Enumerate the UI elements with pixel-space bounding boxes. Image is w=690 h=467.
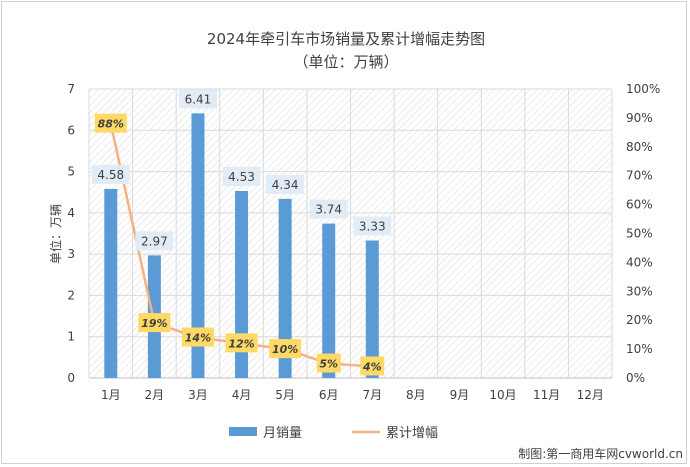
bar-label-box — [309, 199, 348, 219]
legend-label-monthly-sales: 月销量 — [263, 426, 302, 441]
x-tick-label: 1月 — [101, 388, 121, 402]
legend-label-cumulative-growth: 累计增幅 — [386, 426, 438, 441]
y2-tick-label: 80% — [626, 140, 653, 154]
bar-data-label: 4.53 — [228, 170, 255, 184]
chart-title: 2024年牵引车市场销量及累计增幅走势图 — [207, 30, 485, 48]
y2-tick-label: 10% — [626, 342, 653, 356]
y-tick-label: 2 — [67, 288, 75, 302]
y-tick-label: 6 — [67, 123, 75, 137]
bar-label-box — [135, 231, 174, 251]
y-tick-label: 3 — [67, 247, 75, 261]
bar-data-label: 2.97 — [141, 234, 168, 248]
x-tick-label: 8月 — [406, 388, 426, 402]
y-tick-label: 7 — [67, 82, 75, 96]
line-data-label: 12% — [228, 337, 254, 350]
bar — [104, 188, 118, 378]
line-data-label: 19% — [141, 317, 167, 330]
line-data-label: 88% — [98, 118, 124, 131]
x-tick-label: 11月 — [533, 388, 560, 402]
y2-tick-label: 70% — [626, 169, 653, 183]
x-tick-label: 3月 — [188, 388, 208, 402]
bar-data-label: 4.58 — [97, 168, 124, 182]
line-label-box — [138, 313, 171, 333]
bar-label-box — [91, 164, 130, 184]
y2-tick-label: 90% — [626, 111, 653, 125]
x-tick-label: 12月 — [577, 388, 604, 402]
bar — [278, 198, 292, 378]
bar-label-box — [178, 89, 217, 109]
x-tick-label: 9月 — [450, 388, 470, 402]
line-label-box — [181, 327, 214, 347]
bar-data-label: 4.34 — [272, 178, 299, 192]
line-label-box — [225, 333, 258, 353]
y2-tick-label: 50% — [626, 227, 653, 241]
chart-subtitle: （单位：万辆） — [293, 53, 398, 71]
bar-data-label: 3.74 — [315, 203, 342, 217]
bar-data-label: 6.41 — [185, 92, 212, 106]
line-data-label: 10% — [272, 343, 298, 356]
y2-tick-label: 60% — [626, 198, 653, 212]
y-tick-label: 5 — [67, 165, 75, 179]
y-tick-label: 4 — [67, 206, 75, 220]
line-label-box — [316, 353, 341, 373]
y2-tick-label: 100% — [626, 82, 660, 96]
bar — [235, 190, 249, 378]
x-tick-label: 7月 — [362, 388, 382, 402]
line-data-label: 4% — [362, 360, 382, 373]
bar-label-box — [222, 166, 261, 186]
line-label-box — [360, 356, 385, 376]
legend-swatch-bar — [229, 427, 257, 436]
bar — [322, 223, 336, 378]
bar-data-label: 3.33 — [359, 220, 386, 234]
bar-label-box — [266, 174, 305, 194]
line-label-box — [269, 339, 302, 359]
y2-tick-label: 30% — [626, 284, 653, 298]
x-tick-label: 4月 — [232, 388, 252, 402]
y2-tick-label: 40% — [626, 255, 653, 269]
bar-label-box — [353, 216, 392, 236]
x-tick-label: 2月 — [145, 388, 165, 402]
bar — [191, 113, 205, 378]
line-label-box — [94, 113, 127, 133]
footer-credit: 制图:第一商用车网cvworld.cn — [518, 446, 683, 461]
line-data-label: 5% — [319, 358, 338, 371]
x-tick-label: 5月 — [275, 388, 295, 402]
y2-tick-label: 20% — [626, 313, 653, 327]
y-axis-title: 单位：万辆 — [48, 204, 63, 264]
line-data-label: 14% — [185, 332, 211, 345]
y-tick-label: 0 — [67, 371, 75, 385]
y-tick-label: 1 — [67, 330, 75, 344]
y2-tick-label: 0% — [626, 371, 645, 385]
bar — [365, 240, 379, 378]
x-tick-label: 10月 — [489, 388, 516, 402]
x-tick-label: 6月 — [319, 388, 339, 402]
